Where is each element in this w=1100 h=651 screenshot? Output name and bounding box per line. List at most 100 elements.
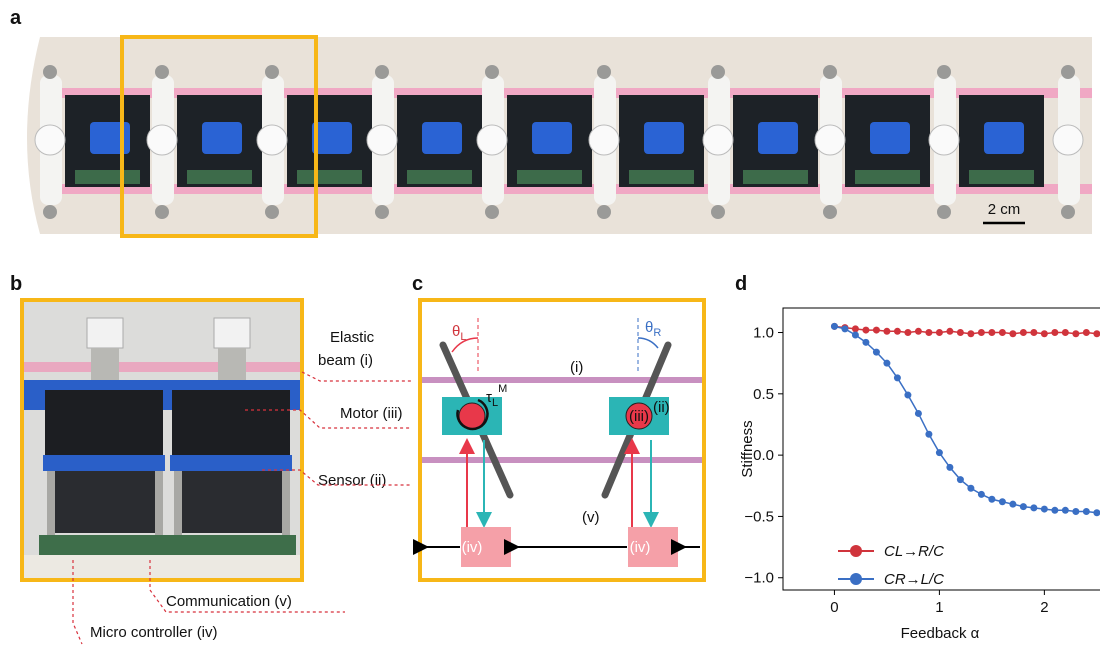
screw	[43, 205, 57, 219]
data-point	[914, 409, 922, 417]
screw	[597, 205, 611, 219]
pcb	[743, 170, 808, 184]
data-point	[914, 327, 922, 335]
hub	[1052, 124, 1084, 156]
x-axis-label: Feedback α	[901, 625, 980, 642]
data-point	[1082, 508, 1090, 516]
data-point	[1093, 330, 1100, 338]
torque-label: τLM	[486, 383, 507, 409]
screw	[265, 205, 279, 219]
data-point	[946, 463, 954, 471]
leader	[245, 409, 412, 429]
connector	[202, 122, 242, 154]
legend-marker	[850, 573, 862, 585]
screw	[711, 65, 725, 79]
leader	[149, 560, 345, 613]
angle-label: θL	[452, 323, 466, 343]
data-point	[1040, 330, 1048, 338]
cap	[86, 317, 124, 349]
pcb	[855, 170, 920, 184]
y-axis-label: Stiffness	[739, 420, 756, 477]
data-point	[998, 498, 1006, 506]
legend-label: CL→R/C	[884, 543, 944, 560]
screw	[43, 65, 57, 79]
data-point	[925, 430, 933, 438]
screw	[597, 65, 611, 79]
subscript: R	[653, 327, 661, 339]
pcb	[75, 170, 140, 184]
data-point	[977, 329, 985, 337]
data-point	[851, 331, 859, 339]
data-point	[904, 329, 912, 337]
data-point	[956, 476, 964, 484]
plot-frame	[782, 307, 1100, 591]
data-point	[883, 327, 891, 335]
part-label: (ii)	[653, 399, 670, 416]
screw	[155, 65, 169, 79]
nut	[91, 348, 119, 380]
rod	[282, 471, 290, 543]
cap	[213, 317, 251, 349]
symbol: τ	[486, 389, 492, 406]
data-point	[1072, 508, 1080, 516]
hub	[476, 124, 508, 156]
rod	[155, 471, 163, 543]
screw	[823, 65, 837, 79]
part-label: (iv)	[462, 539, 483, 556]
rod	[174, 471, 182, 543]
data-point	[883, 359, 891, 367]
hub	[814, 124, 846, 156]
data-point	[841, 325, 849, 333]
pcb	[187, 170, 252, 184]
data-point	[956, 329, 964, 337]
data-point	[1093, 509, 1100, 517]
data-point	[988, 329, 996, 337]
pcb	[39, 535, 169, 555]
data-point	[904, 391, 912, 399]
data-point	[1009, 330, 1017, 338]
callout: Sensor (ii)	[318, 472, 386, 489]
callout: Elastic	[330, 329, 375, 346]
hub	[702, 124, 734, 156]
data-point	[872, 326, 880, 334]
panel-label: b	[10, 273, 22, 295]
screw	[375, 65, 389, 79]
data-point	[1030, 504, 1038, 512]
body	[55, 471, 155, 533]
data-point	[830, 322, 838, 330]
data-point	[1061, 506, 1069, 514]
part-label: (iv)	[630, 539, 651, 556]
screw	[375, 205, 389, 219]
data-point	[1019, 329, 1027, 337]
data-point	[977, 490, 985, 498]
hub	[146, 124, 178, 156]
scale-label: 2 cm	[988, 201, 1021, 218]
pcb	[166, 535, 296, 555]
body	[182, 471, 282, 533]
part-label: (v)	[582, 509, 600, 526]
data-point	[1051, 506, 1059, 514]
data-point	[988, 495, 996, 503]
schematic	[413, 298, 706, 582]
panel-label: a	[10, 7, 22, 29]
hub	[928, 124, 960, 156]
data-point	[862, 326, 870, 334]
legend-label: CR→L/C	[884, 571, 944, 588]
connector	[312, 122, 352, 154]
screw	[265, 65, 279, 79]
connector	[422, 122, 462, 154]
base	[170, 455, 292, 471]
data-point	[1061, 329, 1069, 337]
callout: Motor (iii)	[340, 405, 403, 422]
screw	[937, 65, 951, 79]
y-tick-label: 1.0	[753, 325, 774, 342]
callout: beam (i)	[318, 352, 373, 369]
frame	[20, 298, 304, 582]
heatsink	[45, 390, 163, 456]
data-point	[893, 374, 901, 382]
data-point	[1051, 329, 1059, 337]
screw	[711, 205, 725, 219]
screw	[937, 205, 951, 219]
panel-label: c	[412, 273, 423, 295]
